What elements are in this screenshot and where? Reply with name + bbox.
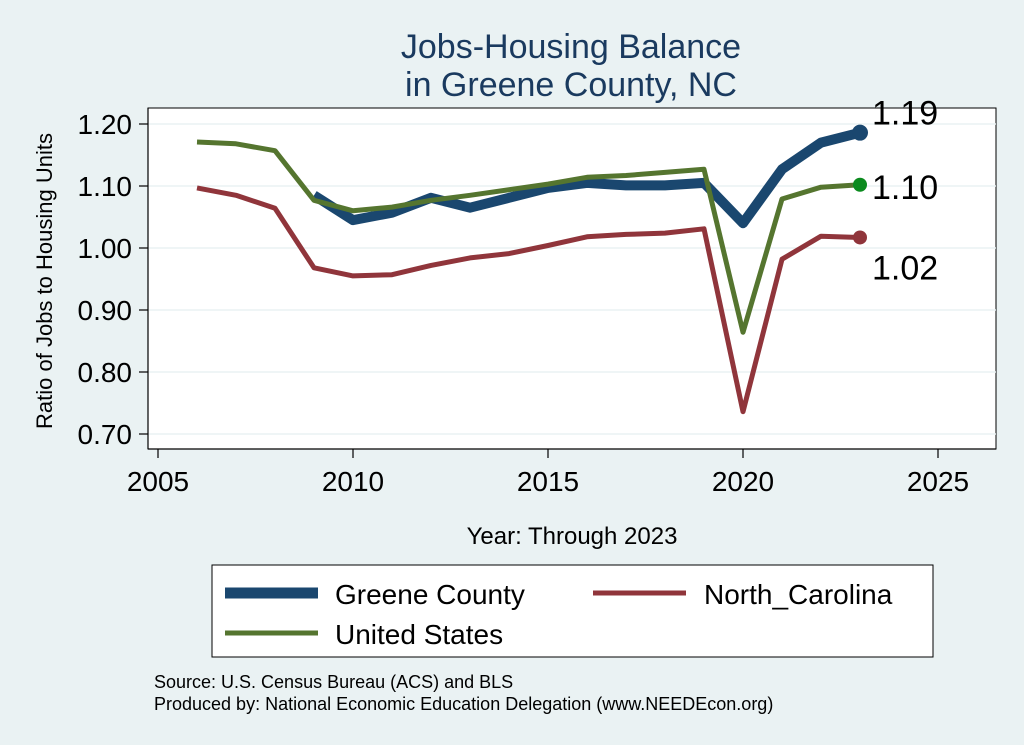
x-tick-label: 2005 — [127, 466, 189, 497]
end-label-north-carolina: 1.02 — [872, 249, 938, 287]
y-axis-title: Ratio of Jobs to Housing Units — [32, 133, 57, 429]
chart-title-line-1: Jobs-Housing Balance — [401, 28, 741, 66]
x-axis-title: Year: Through 2023 — [467, 523, 678, 550]
legend-label-north-carolina: North_Carolina — [704, 579, 893, 610]
y-axis-ticks: 0.70 0.80 0.90 1.00 1.10 1.20 — [78, 109, 148, 450]
end-marker-greene-county — [852, 124, 868, 141]
x-tick-label: 2015 — [517, 466, 579, 497]
x-tick-label: 2020 — [712, 466, 774, 497]
end-labels: 1.19 1.02 1.10 — [872, 95, 938, 288]
plot-area — [147, 107, 997, 450]
chart-title-line-2: in Greene County, NC — [405, 66, 737, 104]
end-marker-north-carolina — [853, 230, 867, 245]
y-tick-label: 1.00 — [78, 233, 133, 264]
y-tick-label: 1.10 — [78, 171, 133, 202]
series-line-greene-county — [311, 127, 862, 229]
series-line-north-carolina — [196, 185, 861, 415]
series-line-united-states — [196, 139, 861, 335]
series-lines — [196, 124, 868, 415]
legend-label-united-states: United States — [335, 619, 503, 650]
end-label-united-states: 1.10 — [872, 169, 938, 207]
source-note: Source: U.S. Census Bureau (ACS) and BLS — [154, 672, 513, 692]
y-tick-label: 0.70 — [78, 419, 133, 450]
y-tick-label: 0.80 — [78, 357, 133, 388]
x-tick-label: 2025 — [907, 466, 969, 497]
x-axis-ticks: 2005 2010 2015 2020 2025 — [127, 449, 969, 497]
producer-note: Produced by: National Economic Education… — [154, 694, 773, 714]
x-tick-label: 2010 — [322, 466, 384, 497]
legend-box — [211, 564, 934, 658]
end-marker-united-states — [853, 177, 867, 192]
legend: Greene County North_Carolina United Stat… — [211, 564, 934, 658]
y-tick-label: 0.90 — [78, 295, 133, 326]
end-label-greene-county: 1.19 — [872, 95, 938, 133]
legend-label-greene-county: Greene County — [335, 579, 525, 610]
y-tick-label: 1.20 — [78, 109, 133, 140]
